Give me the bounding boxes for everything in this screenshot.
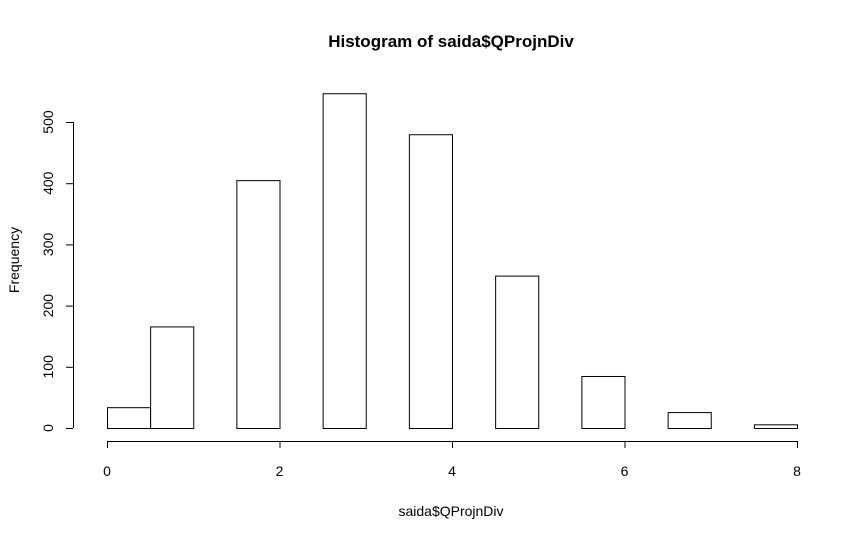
y-tick-label: 400 [40,171,56,195]
histogram-bar-0 [107,407,152,429]
x-tick-label: 2 [276,463,284,479]
x-axis: 0 2 4 6 8 [103,441,801,479]
y-tick-label: 0 [40,424,56,432]
x-tick-label: 6 [621,463,629,479]
chart-title: Histogram of saida$QProjnDiv [328,32,574,51]
histogram-bar-9 [495,275,540,429]
histogram-bar-5 [322,93,367,430]
bars-group [107,93,798,430]
y-axis: 0 100 200 300 400 500 [40,110,74,432]
x-axis-label: saida$QProjnDiv [398,503,503,519]
y-tick-label: 200 [40,294,56,318]
x-tick-label: 0 [103,463,111,479]
x-tick-label: 8 [793,463,801,479]
y-tick-label: 500 [40,110,56,134]
y-axis-label: Frequency [6,227,22,293]
x-tick-label: 4 [448,463,456,479]
histogram-bar-1 [150,326,195,429]
histogram-bar-7 [408,134,453,430]
histogram-bar-13 [667,412,712,430]
histogram-bar-11 [581,375,626,430]
y-tick-label: 300 [40,233,56,257]
y-tick-label: 100 [40,355,56,379]
histogram-bar-3 [236,180,281,429]
histogram-bar-15 [753,424,798,430]
